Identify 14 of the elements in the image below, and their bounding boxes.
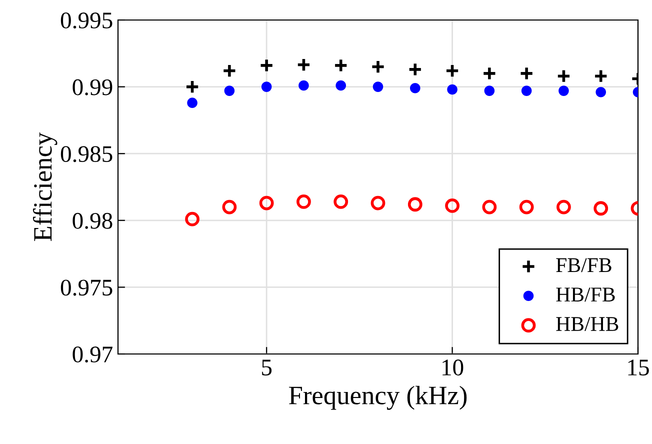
y-tick-label: 0.97 bbox=[72, 346, 112, 363]
y-tick-label: 0.985 bbox=[60, 146, 112, 162]
y-tick-label: 0.98 bbox=[72, 212, 112, 229]
legend-label: HB/FB bbox=[556, 288, 615, 302]
legend-label: HB/HB bbox=[556, 317, 618, 332]
y-tick-label: 0.99 bbox=[72, 79, 112, 96]
legend-label: FB/FB bbox=[556, 258, 612, 272]
y-tick-label: 0.975 bbox=[60, 280, 112, 296]
x-tick-label: 5 bbox=[262, 360, 272, 376]
y-axis-title: Efficiency bbox=[32, 132, 58, 241]
x-tick-label: 10 bbox=[442, 360, 464, 376]
y-tick-label: 0.995 bbox=[60, 12, 112, 29]
x-tick-label: 15 bbox=[628, 360, 649, 376]
x-axis-title: Frequency (kHz) bbox=[289, 386, 467, 410]
